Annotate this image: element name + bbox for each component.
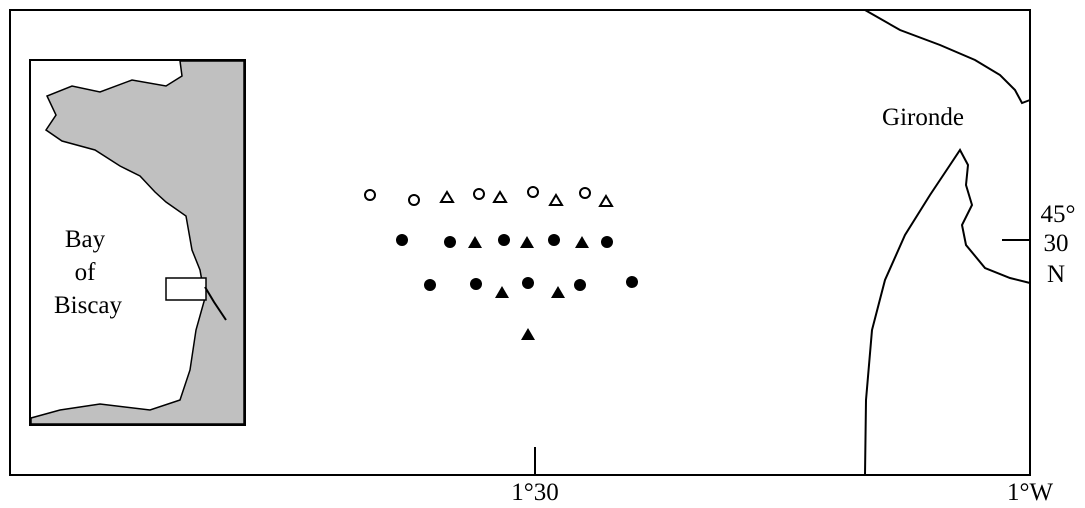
inset-map: Bay of Biscay <box>29 59 246 426</box>
lat-label: 45° <box>1041 201 1076 228</box>
station-filled-circle <box>522 277 534 289</box>
station-filled-triangle <box>521 328 535 340</box>
estuary-label: Gironde <box>882 104 964 131</box>
station-filled-circle <box>574 279 586 291</box>
station-filled-triangle <box>495 286 509 298</box>
lat-label: 30 <box>1044 230 1069 257</box>
stations-filled <box>396 234 638 340</box>
station-filled-circle <box>424 279 436 291</box>
station-open-triangle <box>548 193 564 206</box>
inset-label: Biscay <box>54 292 123 319</box>
coastline <box>864 148 1031 476</box>
station-filled-circle <box>444 236 456 248</box>
coastline-north <box>864 9 1031 105</box>
inset-land <box>30 60 245 425</box>
station-open-triangle <box>598 194 614 207</box>
lon-label: 1°30 <box>511 479 559 506</box>
station-filled-triangle <box>520 236 534 248</box>
station-open-triangle <box>439 190 455 203</box>
study-area-box <box>165 277 207 301</box>
station-filled-circle <box>396 234 408 246</box>
station-open-circle <box>364 189 376 201</box>
station-filled-circle <box>601 236 613 248</box>
lon-label: 1°W <box>1007 479 1053 506</box>
inset-estuary <box>204 286 227 321</box>
station-open-triangle <box>492 190 508 203</box>
station-open-circle <box>473 188 485 200</box>
station-filled-circle <box>548 234 560 246</box>
station-filled-triangle <box>551 286 565 298</box>
station-filled-circle <box>626 276 638 288</box>
station-open-circle <box>408 194 420 206</box>
stations <box>364 186 614 207</box>
station-open-circle <box>527 186 539 198</box>
inset-label: of <box>75 259 97 286</box>
station-open-circle <box>579 187 591 199</box>
station-filled-triangle <box>575 236 589 248</box>
lat-label: N <box>1047 261 1065 288</box>
station-filled-triangle <box>468 236 482 248</box>
station-filled-circle <box>470 278 482 290</box>
station-filled-circle <box>498 234 510 246</box>
inset-label: Bay <box>65 226 106 253</box>
